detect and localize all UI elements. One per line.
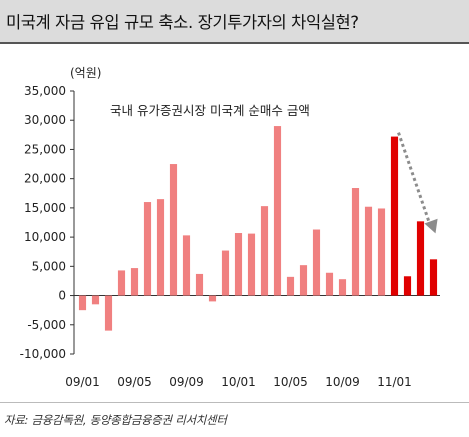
source-divider [0, 402, 469, 403]
bar [325, 272, 334, 296]
bar [416, 221, 425, 296]
source-note: 자료: 금융감독원, 동양종합금융증권 리서치센터 [4, 413, 227, 427]
x-tick-label: 09/05 [117, 375, 152, 389]
y-tick-label: 30,000 [24, 113, 66, 127]
bar [299, 265, 308, 296]
y-tick-label: 35,000 [24, 84, 66, 98]
bar [312, 229, 321, 296]
bar [364, 206, 373, 296]
y-tick-label: 0 [58, 289, 66, 303]
bar [143, 202, 152, 296]
title-divider [0, 42, 469, 44]
bar [429, 259, 438, 296]
bar [208, 295, 217, 302]
bar [338, 279, 347, 296]
bar [117, 270, 126, 296]
bar [351, 188, 360, 296]
bar [286, 276, 295, 296]
bar [247, 233, 256, 296]
bar [221, 250, 230, 296]
y-tick-label: 20,000 [24, 172, 66, 186]
x-tick-label: 10/09 [325, 375, 360, 389]
bar [169, 164, 178, 296]
bar [195, 273, 204, 296]
y-tick-label: -10,000 [20, 347, 66, 361]
bar [390, 136, 399, 296]
bar [130, 268, 139, 296]
y-tick-label: 25,000 [24, 142, 66, 156]
y-tick-label: 15,000 [24, 201, 66, 215]
y-tick-label: -5,000 [27, 318, 66, 332]
bar [104, 295, 113, 331]
y-tick-label: 5,000 [32, 259, 66, 273]
trend-arrow-line [397, 132, 431, 224]
bar [260, 206, 269, 296]
page-title: 미국계 자금 유입 규모 축소. 장기투가자의 차익실현? [6, 13, 359, 32]
bar [91, 295, 100, 305]
bar [273, 126, 282, 296]
x-tick-label: 09/09 [169, 375, 204, 389]
bar [156, 199, 165, 296]
bar [377, 208, 386, 296]
title-bar: 미국계 자금 유입 규모 축소. 장기투가자의 차익실현? [0, 0, 469, 42]
y-tick-label: 10,000 [24, 230, 66, 244]
bar [78, 295, 87, 311]
bar [182, 235, 191, 296]
trend-arrow-head [424, 218, 438, 234]
bar [234, 233, 243, 296]
y-axis-unit: (억원) [70, 66, 102, 80]
chart-subtitle: 국내 유가증권시장 미국계 순매수 금액 [110, 103, 310, 118]
x-tick-label: 09/01 [65, 375, 100, 389]
bar [403, 276, 412, 296]
x-tick-label: 10/01 [221, 375, 256, 389]
x-tick-label: 10/05 [273, 375, 308, 389]
x-tick-label: 11/01 [377, 375, 412, 389]
